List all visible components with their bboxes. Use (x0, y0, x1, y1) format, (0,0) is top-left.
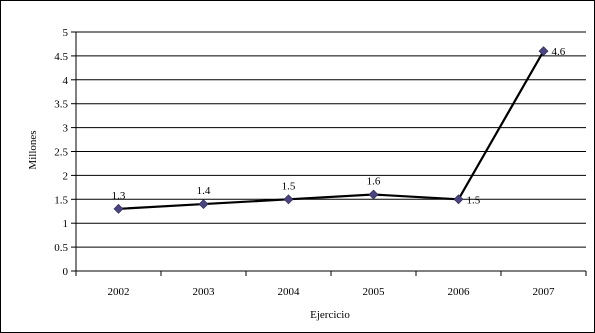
data-label: 1.5 (467, 194, 481, 206)
y-tick-label: 1.5 (54, 194, 68, 206)
data-point (538, 46, 549, 57)
data-label: 1.4 (197, 185, 211, 197)
series-line (118, 50, 545, 210)
y-tick-labels: 0 0.5 1 1.5 2 2.5 3 3.5 4 4.5 5 (54, 27, 68, 278)
data-label: 1.6 (367, 176, 381, 188)
series-group (113, 46, 549, 214)
y-tick-label: 3.5 (54, 99, 68, 111)
y-tick-label: 0 (63, 266, 69, 278)
y-tick-label: 2.5 (54, 147, 68, 159)
data-point (368, 189, 379, 200)
data-label: 1.3 (112, 190, 126, 202)
y-tick-label: 4 (63, 75, 69, 87)
x-axis-title: Ejercicio (310, 309, 350, 321)
axes (71, 31, 587, 276)
x-tick-label: 2005 (363, 286, 386, 298)
data-point (453, 194, 464, 205)
x-tick-label: 2002 (108, 286, 130, 298)
gridlines (76, 31, 586, 248)
y-tick-label: 5 (63, 27, 69, 39)
data-label: 1.5 (282, 180, 296, 192)
data-label: 4.6 (552, 46, 566, 58)
x-tick-label: 2007 (533, 286, 556, 298)
data-point (198, 199, 209, 210)
y-tick-label: 0.5 (54, 242, 68, 254)
x-tick-label: 2006 (448, 286, 471, 298)
data-point (113, 203, 124, 214)
data-point (283, 194, 294, 205)
y-tick-label: 4.5 (54, 51, 68, 63)
data-labels: 1.3 1.4 1.5 1.6 1.5 4.6 (112, 46, 566, 206)
y-tick-label: 1 (63, 218, 69, 230)
y-tick-label: 3 (63, 123, 69, 135)
x-tick-label: 2003 (193, 286, 216, 298)
x-tick-label: 2004 (278, 286, 301, 298)
y-axis-title: Millones (27, 130, 39, 169)
x-tick-labels: 2002 2003 2004 2005 2006 2007 (108, 286, 556, 298)
y-tick-label: 2 (63, 170, 69, 182)
